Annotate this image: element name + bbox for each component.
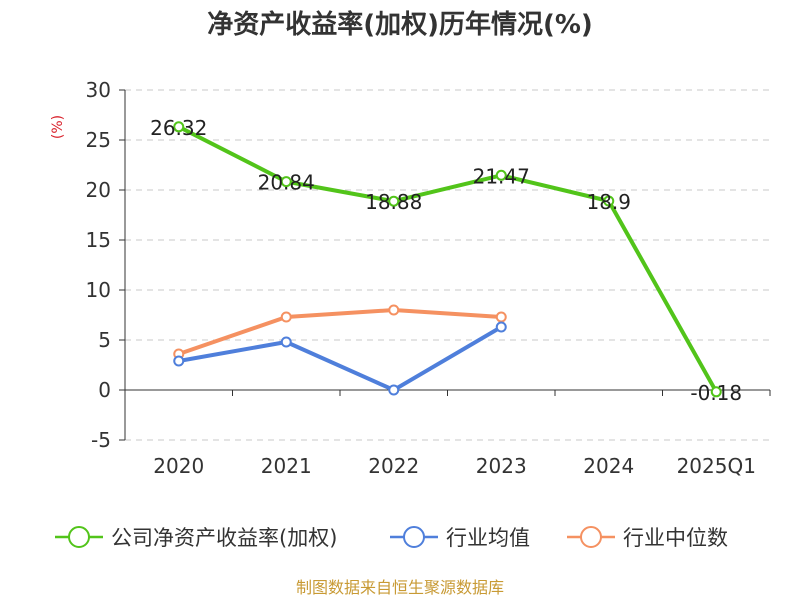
data-point [280,311,292,323]
data-point [495,169,507,181]
legend-label: 行业中位数 [623,526,728,550]
data-point [495,321,507,333]
data-point [388,195,400,207]
y-axis-label: (%) [50,115,66,139]
y-tick-label: 10 [86,278,111,302]
x-tick-label: 2021 [261,454,312,478]
x-tick-label: 2023 [476,454,527,478]
data-point [280,336,292,348]
legend-label: 行业均值 [446,526,530,550]
data-label: 18.88 [365,190,422,214]
data-point [280,176,292,188]
y-tick-label: 15 [86,228,111,252]
data-point [495,311,507,323]
y-tick-label: 0 [98,378,111,402]
x-tick-label: 2020 [153,454,204,478]
data-point [388,384,400,396]
y-tick-label: 25 [86,128,111,152]
axes: 30 25 20 15 10 5 0 -5 2020 2021 2022 2023 2024 2025Q1 [86,78,771,478]
legend-marker [403,526,425,548]
x-tick-label: 2022 [368,454,419,478]
data-point [173,121,185,133]
chart-title: 净资产收益率(加权)历年情况(%) [207,9,593,40]
data-point [603,195,615,207]
legend: 公司净资产收益率(加权) 行业均值 行业中位数 [55,526,728,550]
gridlines [125,89,770,441]
data-label: 21.47 [473,164,530,188]
series-line [176,325,504,392]
series-layer [173,121,722,398]
x-tick-label: 2025Q1 [677,454,756,478]
data-labels: 26.32 20.84 18.88 21.47 18.9 -0.18 [150,116,742,405]
data-point [173,355,185,367]
y-tick-label: 30 [86,78,111,102]
y-tick-label: -5 [91,428,111,452]
series-line [176,308,504,356]
data-label: 18.9 [586,190,631,214]
data-point [710,386,722,398]
data-label: 26.32 [150,116,207,140]
series-line [176,124,719,394]
source-note: 制图数据来自恒生聚源数据库 [296,578,504,597]
legend-label: 公司净资产收益率(加权) [111,526,337,550]
data-label: 20.84 [258,171,315,195]
y-tick-label: 5 [98,328,111,352]
legend-marker [68,526,90,548]
data-point [388,304,400,316]
y-tick-label: 20 [86,178,111,202]
legend-marker [580,526,602,548]
data-label: -0.18 [690,381,742,405]
x-tick-label: 2024 [583,454,634,478]
